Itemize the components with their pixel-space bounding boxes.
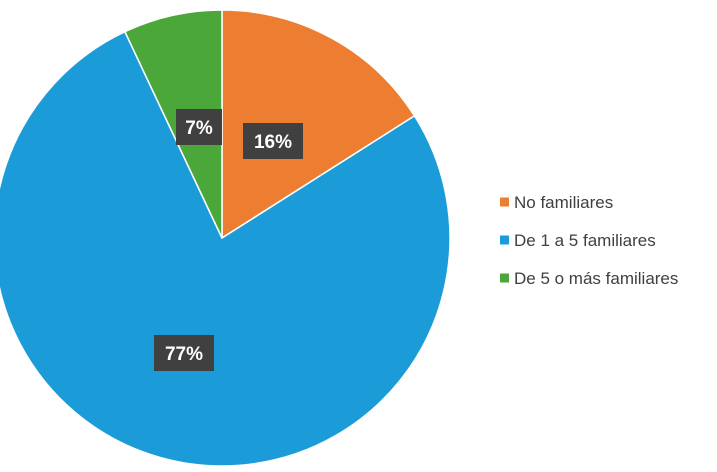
chart-legend: No familiares De 1 a 5 familiares De 5 o m… [500,193,678,288]
legend-entry-1: No familiares [500,193,613,212]
data-label-text: 7% [185,118,213,139]
pie-slice-de-5-o-mas-familiares [123,9,223,239]
pie-slices [0,9,451,467]
legend-entry-2: De 1 a 5 familiares [500,231,656,250]
data-label-box [176,109,222,145]
legend-swatch [500,235,509,245]
pie-data-labels: 16% 77% 7% [154,109,303,371]
data-label-2: 77% [154,335,214,371]
legend-label: No familiares [514,193,613,212]
data-label-box [154,335,214,371]
pie-slice-de-1-a-5-familiares [0,30,451,467]
legend-swatch [500,197,509,207]
legend-label: De 5 o más familiares [514,269,678,288]
data-label-text: 77% [165,344,203,365]
data-label-3: 7% [176,109,222,145]
legend-swatch [500,273,509,283]
data-label-1: 16% [243,123,303,159]
legend-label: De 1 a 5 familiares [514,231,656,250]
legend-entry-3: De 5 o más familiares [500,269,678,288]
data-label-box [243,123,303,159]
pie-slice-no-familiares [221,9,416,240]
data-label-text: 16% [254,132,292,153]
